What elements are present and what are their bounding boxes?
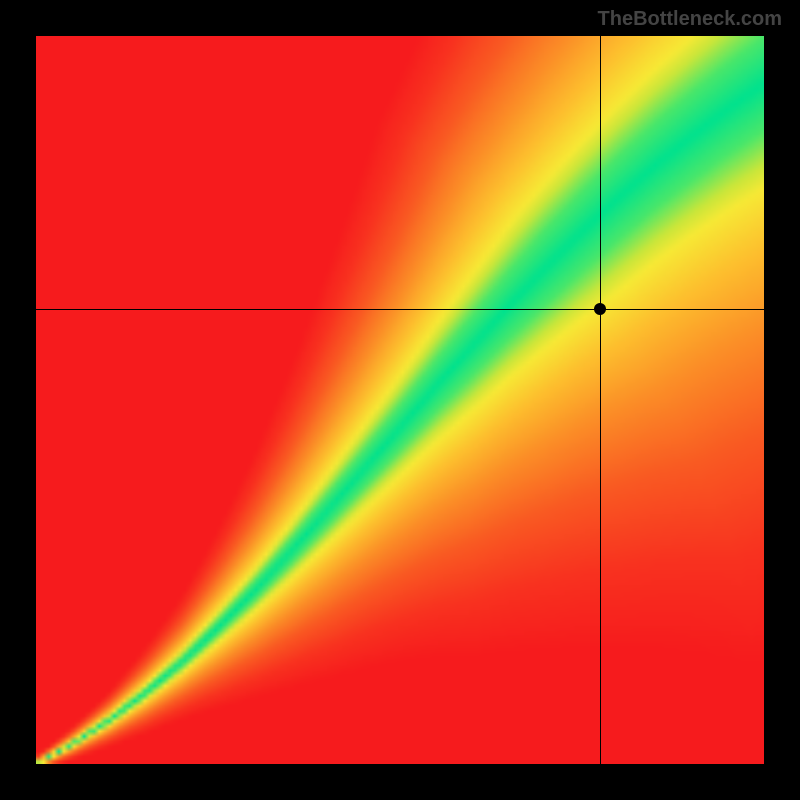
crosshair-marker bbox=[594, 303, 606, 315]
crosshair-horizontal bbox=[36, 309, 764, 310]
crosshair-vertical bbox=[600, 36, 601, 764]
bottleneck-heatmap bbox=[36, 36, 764, 764]
watermark-text: TheBottleneck.com bbox=[598, 8, 782, 31]
heatmap-canvas bbox=[36, 36, 764, 764]
